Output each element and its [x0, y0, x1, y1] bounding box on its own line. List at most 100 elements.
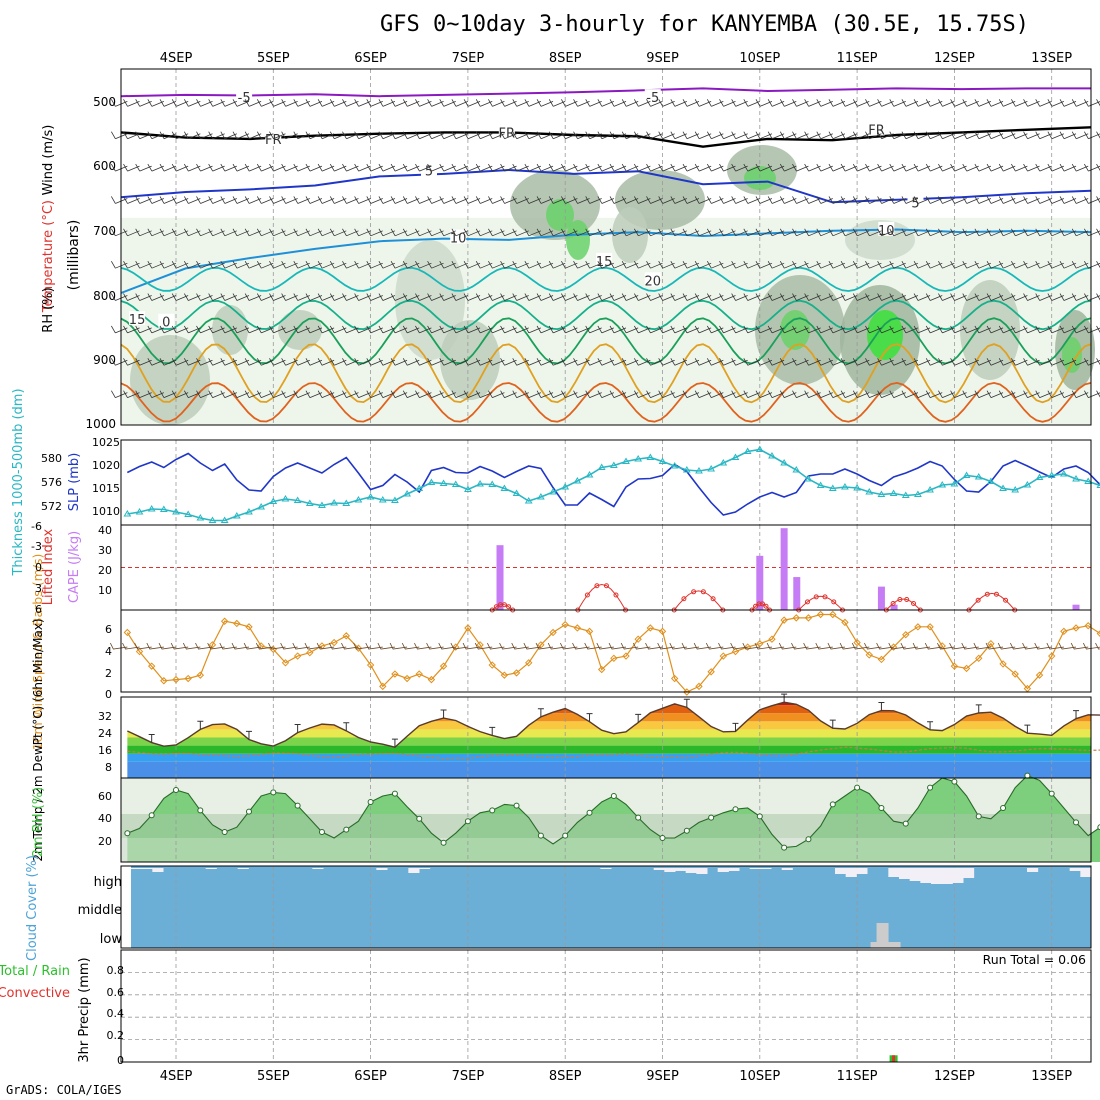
wind-barb	[280, 642, 298, 650]
isotherm-warm	[120, 299, 1092, 331]
wind-barb	[949, 642, 967, 650]
thickness-marker	[330, 499, 338, 506]
day-label-bottom: 7SEP	[452, 1069, 485, 1084]
rh2m-axis-label: 2m RH (%)	[31, 787, 46, 858]
slp-line	[126, 452, 1100, 516]
lifted-index-marker	[613, 592, 619, 598]
lifted-index-marker	[911, 601, 917, 607]
wind-speed-marker	[610, 654, 618, 663]
thickness-marker	[682, 466, 691, 473]
wind-barb	[693, 642, 712, 650]
wind-speed-marker	[135, 647, 144, 656]
lifted-index-marker	[1003, 597, 1009, 603]
contour-label-bg	[158, 313, 175, 328]
thickness-marker	[366, 493, 375, 500]
wind-barb	[900, 642, 918, 650]
cloud-high-bar	[408, 868, 420, 873]
wind-barb	[292, 642, 310, 650]
cloud-high-bar	[781, 868, 793, 870]
panel-frame	[120, 949, 1092, 1063]
temperature-band	[127, 745, 1091, 754]
wind-speed-marker	[184, 674, 192, 683]
rh2m-marker	[440, 839, 447, 846]
rh-contour-region	[212, 305, 248, 355]
thickness-marker	[512, 489, 521, 496]
thickness-marker	[804, 475, 813, 482]
rh2m-marker	[513, 802, 520, 809]
lifted-index-marker	[897, 596, 903, 602]
contour-label: 0	[162, 316, 170, 331]
rh2m-marker	[294, 802, 301, 809]
cloud-high-bar	[963, 868, 975, 878]
p1-ytick: 700	[93, 224, 116, 238]
lifted-index-marker	[763, 603, 769, 609]
temperature-errorbar	[683, 698, 690, 708]
thickness-marker	[755, 445, 764, 452]
temp-tick: 16	[98, 744, 112, 757]
cloud-high-bar	[899, 868, 911, 879]
wind-speed-marker	[670, 674, 679, 683]
rh2m-marker	[732, 806, 739, 813]
temperature-errorbar	[294, 724, 301, 733]
rh-shade-low	[121, 217, 1091, 425]
wind-barb	[864, 642, 882, 650]
cloud-high-bar	[931, 868, 943, 884]
precip-tick: 0.6	[107, 986, 125, 999]
day-label-bottom: 8SEP	[549, 1069, 582, 1084]
wind-speed-marker	[829, 610, 837, 619]
day-label-top: 10SEP	[739, 51, 780, 66]
wind-speed-marker	[950, 662, 959, 670]
rh2m-marker	[1024, 772, 1031, 779]
cloud-high-bar	[664, 868, 676, 872]
wind-barb	[1034, 642, 1052, 650]
cape-tick: 10	[98, 584, 112, 597]
temperature-errorbar	[197, 720, 204, 730]
wind-speed-marker	[427, 675, 436, 684]
wind-speed-marker	[293, 652, 302, 660]
thickness-marker	[196, 514, 205, 521]
wind-barb	[839, 642, 858, 650]
wind-speed-marker	[1011, 670, 1019, 678]
wind-speed-marker	[573, 624, 582, 632]
wind-speed-marker	[914, 623, 922, 631]
thickness-marker	[1084, 477, 1093, 484]
wind-speed-marker	[634, 635, 642, 643]
cloud-high-bar	[685, 868, 697, 873]
contour-label-bg	[644, 272, 661, 287]
wind-barb	[778, 642, 797, 650]
wind-barb	[669, 642, 687, 650]
lifted-index-marker	[890, 601, 896, 607]
lifted-index-marker	[594, 583, 600, 589]
temp-tick: 32	[98, 710, 112, 723]
cape-bar	[780, 528, 788, 610]
lifted-index-marker	[501, 602, 507, 608]
wind-speed-marker	[147, 662, 156, 670]
temperature-line	[127, 701, 1100, 748]
thickness-marker	[646, 453, 655, 460]
wind-speed-marker	[841, 618, 849, 627]
isotherm-warm	[120, 343, 1092, 404]
thickness-marker	[245, 508, 253, 515]
rh2m-marker	[975, 813, 982, 820]
temperature-band	[127, 753, 1091, 762]
contour-label-bg	[420, 162, 437, 177]
rh2m-marker	[951, 778, 958, 785]
wind-speed-marker	[439, 662, 448, 670]
wind-barb	[414, 642, 432, 650]
thickness-marker	[464, 485, 472, 492]
lifted-index-line	[885, 598, 921, 611]
cloud-high-bar	[909, 868, 921, 881]
precip-tick: 0.2	[107, 1029, 125, 1042]
lifted-index-marker	[831, 599, 837, 605]
thickness-marker	[889, 489, 898, 496]
temperature-errorbar	[148, 733, 155, 743]
wind-barb	[705, 642, 724, 650]
wind-speed-marker	[464, 624, 472, 632]
rh2m-marker	[562, 832, 569, 839]
wind-barb	[316, 642, 335, 650]
rh-tick: 40	[98, 812, 112, 825]
wind-speed-marker	[962, 664, 971, 673]
grads-credit: GrADS: COLA/IGES	[6, 1083, 122, 1097]
wind-speed-marker	[403, 674, 411, 683]
wind-tick: 6	[105, 623, 112, 636]
